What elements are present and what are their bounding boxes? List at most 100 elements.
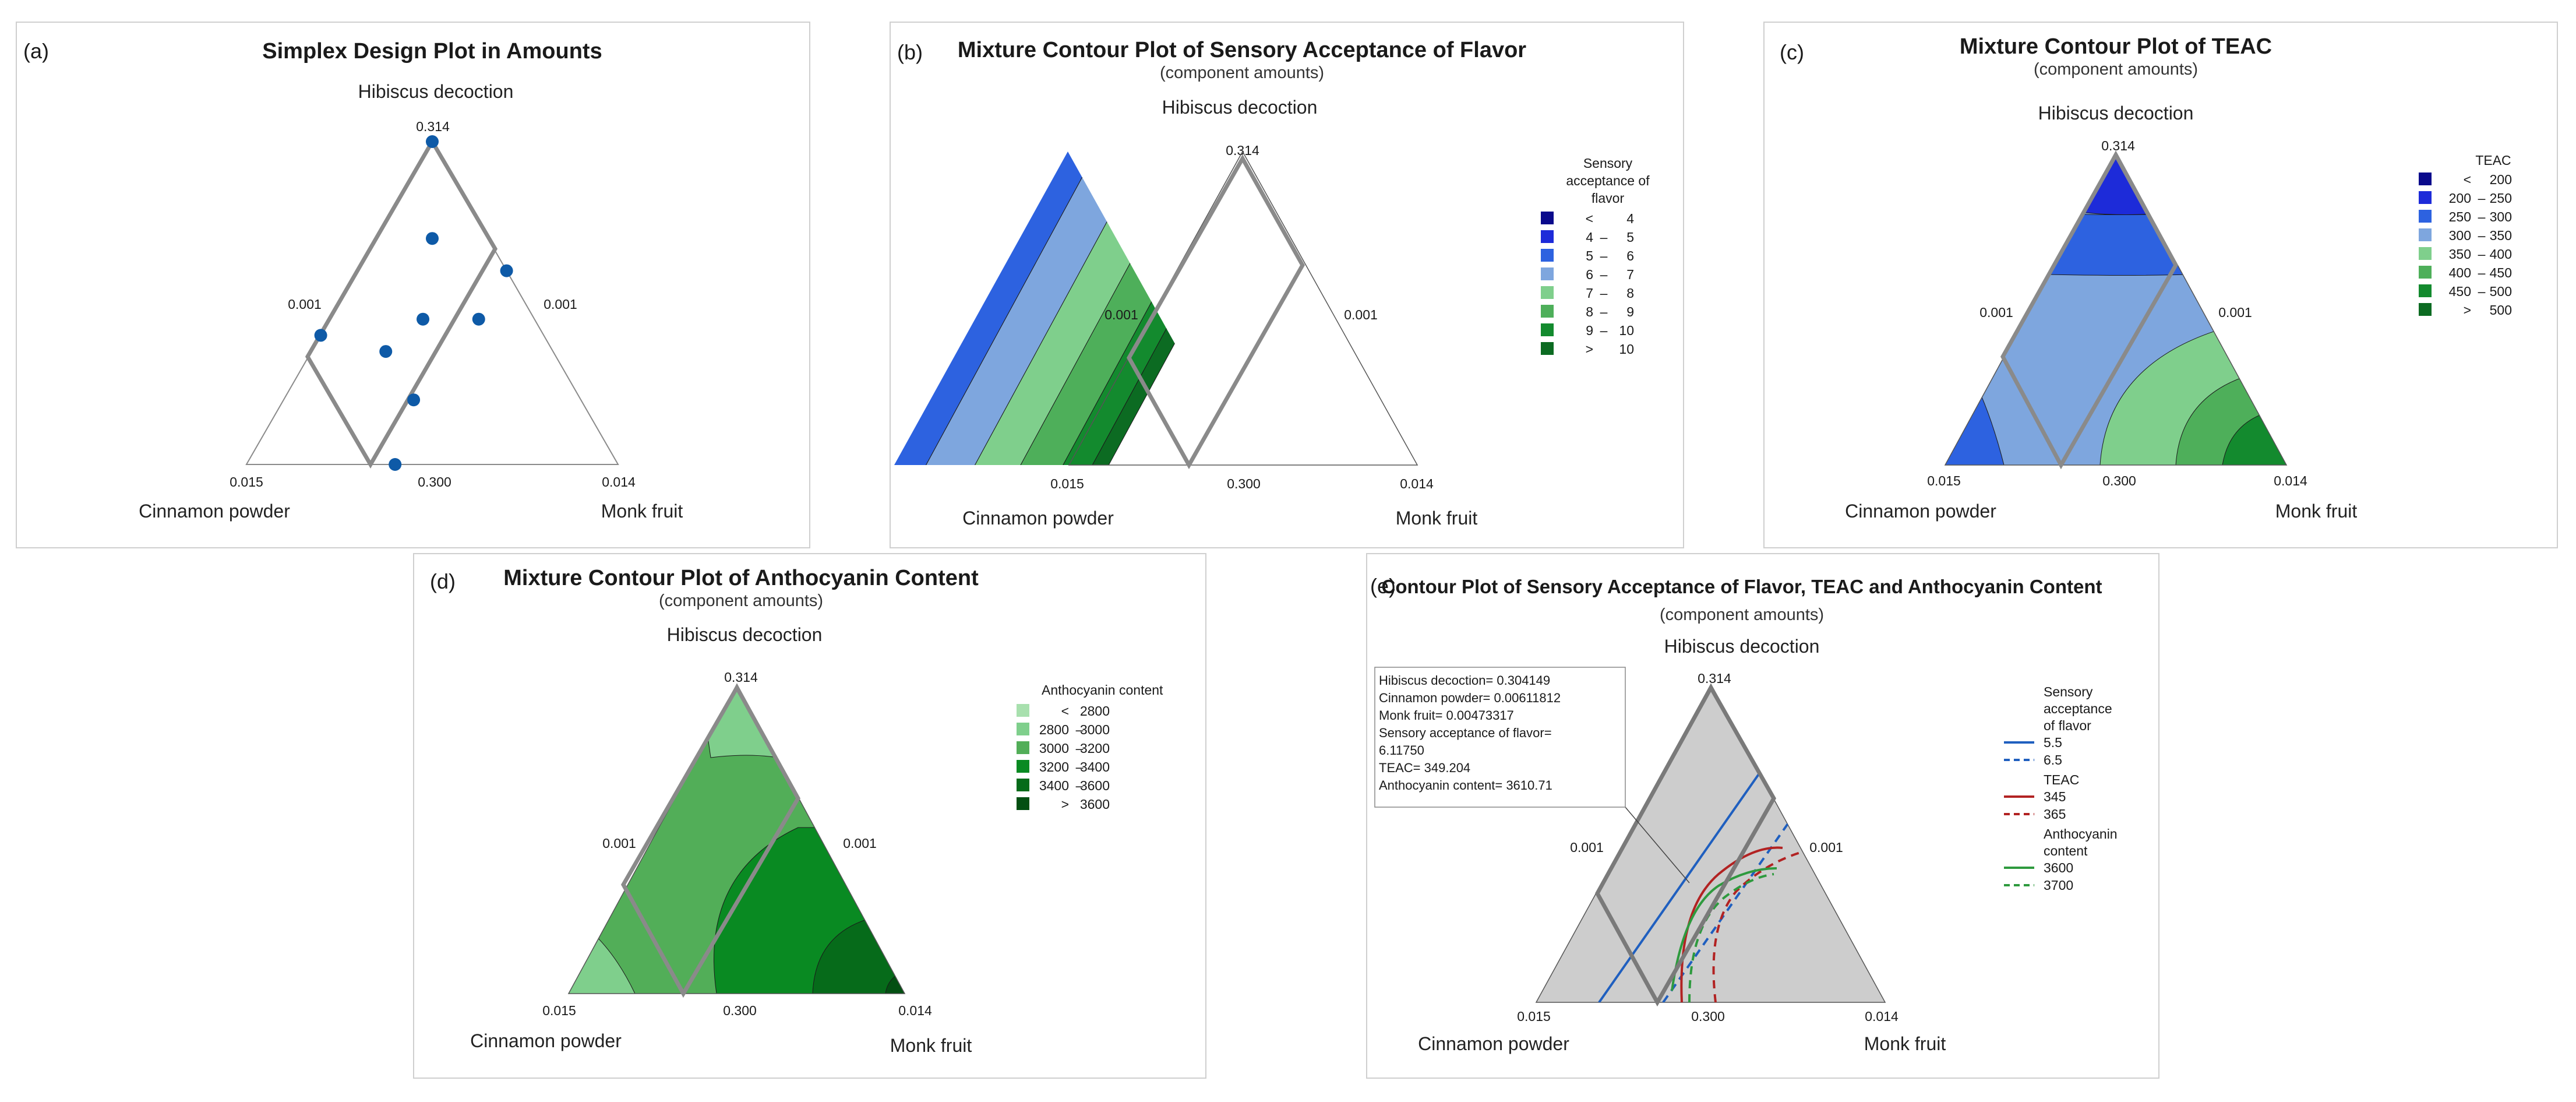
panel-c-apex-left-value: 0.015 xyxy=(1927,473,1961,488)
panel-e-apex-top-name: Hibiscus decoction xyxy=(1664,636,1820,657)
panel-d-legend-title: Anthocyanin content xyxy=(1042,682,1163,698)
panel-e-teac-365 xyxy=(1712,850,1806,1002)
design-point-3 xyxy=(314,329,327,342)
panel-c-legend-hi-1: 200 xyxy=(2490,172,2512,187)
panel-c-edge-left-value: 0.001 xyxy=(1979,305,2013,320)
panel-e-readout-line-5: 6.11750 xyxy=(1379,743,1424,758)
panel-e-legend-title-1-1: Sensory xyxy=(2044,684,2093,699)
panel-b-apex-top-name: Hibiscus decoction xyxy=(1162,97,1318,118)
panel-e-anthocyanin-3700 xyxy=(1688,873,1774,1002)
design-point-1 xyxy=(426,135,439,148)
panel-c-legend-hi-3: 300 xyxy=(2490,209,2512,224)
panel-a-title: Simplex Design Plot in Amounts xyxy=(262,39,602,64)
panel-d-edge-bottom-value: 0.300 xyxy=(723,1003,757,1018)
panel-b-legend-lo-5: 7 xyxy=(1586,286,1593,301)
panel-e-subtitle: (component amounts) xyxy=(1660,605,1824,624)
panel-c-apex-right-value: 0.014 xyxy=(2274,473,2307,488)
panel-e: (e) Contour Plot of Sensory Acceptance o… xyxy=(1366,553,2159,1079)
panel-e-readout-leader xyxy=(1625,807,1690,883)
panel-c-legend-lo-8: > xyxy=(2464,302,2471,318)
panel-b-apex-left-value: 0.015 xyxy=(1050,476,1084,491)
panel-c-legend-items: <200200–250250–300300–350350–400400–4504… xyxy=(2419,172,2512,318)
panel-a: (a) Simplex Design Plot in Amounts Hibis… xyxy=(16,22,810,548)
panel-e-flavor-6.5 xyxy=(1662,818,1792,1002)
panel-e-anthocyanin-3600 xyxy=(1671,867,1777,991)
panel-b-legend-dash-7: – xyxy=(1600,323,1608,338)
panel-e-apex-right-value: 0.014 xyxy=(1865,1009,1899,1024)
panel-e-apex-left-name: Cinnamon powder xyxy=(1418,1033,1569,1054)
panel-c-legend-hi-7: 500 xyxy=(2490,284,2512,299)
panel-e-edge-left-value: 0.001 xyxy=(1570,840,1604,855)
panel-b-legend-hi-5: 8 xyxy=(1626,286,1634,301)
panel-d-apex-top-name: Hibiscus decoction xyxy=(667,624,823,645)
panel-c-apex-right-name: Monk fruit xyxy=(2275,501,2358,522)
panel-c-legend-hi-6: 450 xyxy=(2490,265,2512,280)
panel-a-frame xyxy=(16,22,810,548)
panel-e-readout-line-7: Anthocyanin content= 3610.71 xyxy=(1379,778,1552,793)
panel-e-readout-line-6: TEAC= 349.204 xyxy=(1379,761,1470,775)
panel-d-legend-dash-4: – xyxy=(1076,759,1084,774)
panel-e-legend: Sensory acceptance of flavor 5.5 6.5 TEAC 345 3… xyxy=(2004,684,2118,893)
panel-d-legend-swatch-2 xyxy=(1017,723,1029,735)
panel-b-legend-dash-6: – xyxy=(1600,304,1608,319)
panel-d-apex-top-value: 0.314 xyxy=(724,670,758,685)
panel-c-feasible-region xyxy=(2000,150,2179,470)
panel-e-legend-value-3-1: 3600 xyxy=(2044,860,2073,875)
panel-d-legend-dash-2: – xyxy=(1076,722,1084,737)
panel-d-edge-right-value: 0.001 xyxy=(843,836,877,851)
panel-c-title: Mixture Contour Plot of TEAC xyxy=(1960,34,2272,59)
panel-d-legend-swatch-4 xyxy=(1017,760,1029,773)
panel-c-legend: TEAC <200200–250250–300300–350350–400400… xyxy=(2419,153,2512,318)
panel-c-legend-swatch-4 xyxy=(2419,228,2432,241)
panel-e-apex-top-value: 0.314 xyxy=(1698,671,1731,686)
panel-b-legend: Sensory acceptance of flavor <44–55–66–7… xyxy=(1541,156,1650,357)
panel-b-legend-swatch-7 xyxy=(1541,323,1554,336)
panel-d-legend-swatch-5 xyxy=(1017,779,1029,791)
panel-c-legend-dash-5: – xyxy=(2478,247,2486,262)
design-point-9 xyxy=(407,393,421,407)
panel-c-edge-right-value: 0.001 xyxy=(2218,305,2252,320)
panel-b-legend-hi-2: 5 xyxy=(1626,230,1634,245)
panel-b-legend-hi-3: 6 xyxy=(1626,248,1634,263)
panel-d-legend-lo-5: 3400 xyxy=(1039,778,1069,793)
panel-e-apex-right-name: Monk fruit xyxy=(1864,1033,1946,1054)
panel-e-legend-title-3-2: content xyxy=(2044,843,2088,858)
panel-c-legend-swatch-5 xyxy=(2419,247,2432,260)
panel-d-simplex-outline xyxy=(567,683,906,994)
design-point-5 xyxy=(426,232,439,245)
panel-e-frame xyxy=(1366,553,2159,1079)
panel-e-legend-value-1-2: 6.5 xyxy=(2044,752,2062,767)
panel-b-legend-hi-7: 10 xyxy=(1619,323,1634,338)
panel-d-legend-hi-4: 3400 xyxy=(1080,759,1110,774)
panel-b-legend-dash-4: – xyxy=(1600,267,1608,282)
panel-b-apex-right-value: 0.014 xyxy=(1400,476,1434,491)
panel-c-legend-hi-5: 400 xyxy=(2490,247,2512,262)
panel-b-legend-items: <44–55–66–77–88–99–10> 10 xyxy=(1541,211,1634,357)
panel-b-label: (b) xyxy=(897,40,923,64)
panel-b-frame xyxy=(890,22,1684,548)
panel-e-readout-line-3: Monk fruit= 0.00473317 xyxy=(1379,708,1514,723)
panel-b-legend-hi-1: 4 xyxy=(1626,211,1634,226)
panel-e-legend-title-2-1: TEAC xyxy=(2044,772,2079,787)
panel-e-apex-left-value: 0.015 xyxy=(1517,1009,1551,1024)
panel-d-frame xyxy=(413,553,1206,1079)
panel-c-legend-dash-2: – xyxy=(2478,191,2486,206)
panel-e-flavor-5.5 xyxy=(1598,768,1763,1002)
panel-c-legend-swatch-1 xyxy=(2419,172,2432,185)
panel-b-legend-title-2: acceptance of xyxy=(1566,173,1650,188)
panel-b-legend-dash-3: – xyxy=(1600,248,1608,263)
panel-b-edge-left-value: 0.001 xyxy=(1104,307,1138,322)
panel-b-edge-right-value: 0.001 xyxy=(1344,307,1378,322)
panel-e-readout-line-4: Sensory acceptance of flavor= xyxy=(1379,726,1552,740)
panel-d-legend-hi-6: 3600 xyxy=(1080,797,1110,812)
panel-d-legend-dash-3: – xyxy=(1076,741,1084,756)
panel-a-edge-right-value: 0.001 xyxy=(544,297,577,312)
panel-b-legend-lo-6: 8 xyxy=(1586,304,1593,319)
panel-c-legend-swatch-7 xyxy=(2419,284,2432,297)
panel-c-apex-top-name: Hibiscus decoction xyxy=(2038,103,2194,124)
panel-c-legend-dash-4: – xyxy=(2478,228,2486,243)
panel-d-legend-swatch-6 xyxy=(1017,797,1029,810)
panel-d-apex-right-name: Monk fruit xyxy=(890,1035,972,1056)
design-point-4 xyxy=(389,458,402,471)
panel-b-subtitle: (component amounts) xyxy=(1160,64,1324,82)
